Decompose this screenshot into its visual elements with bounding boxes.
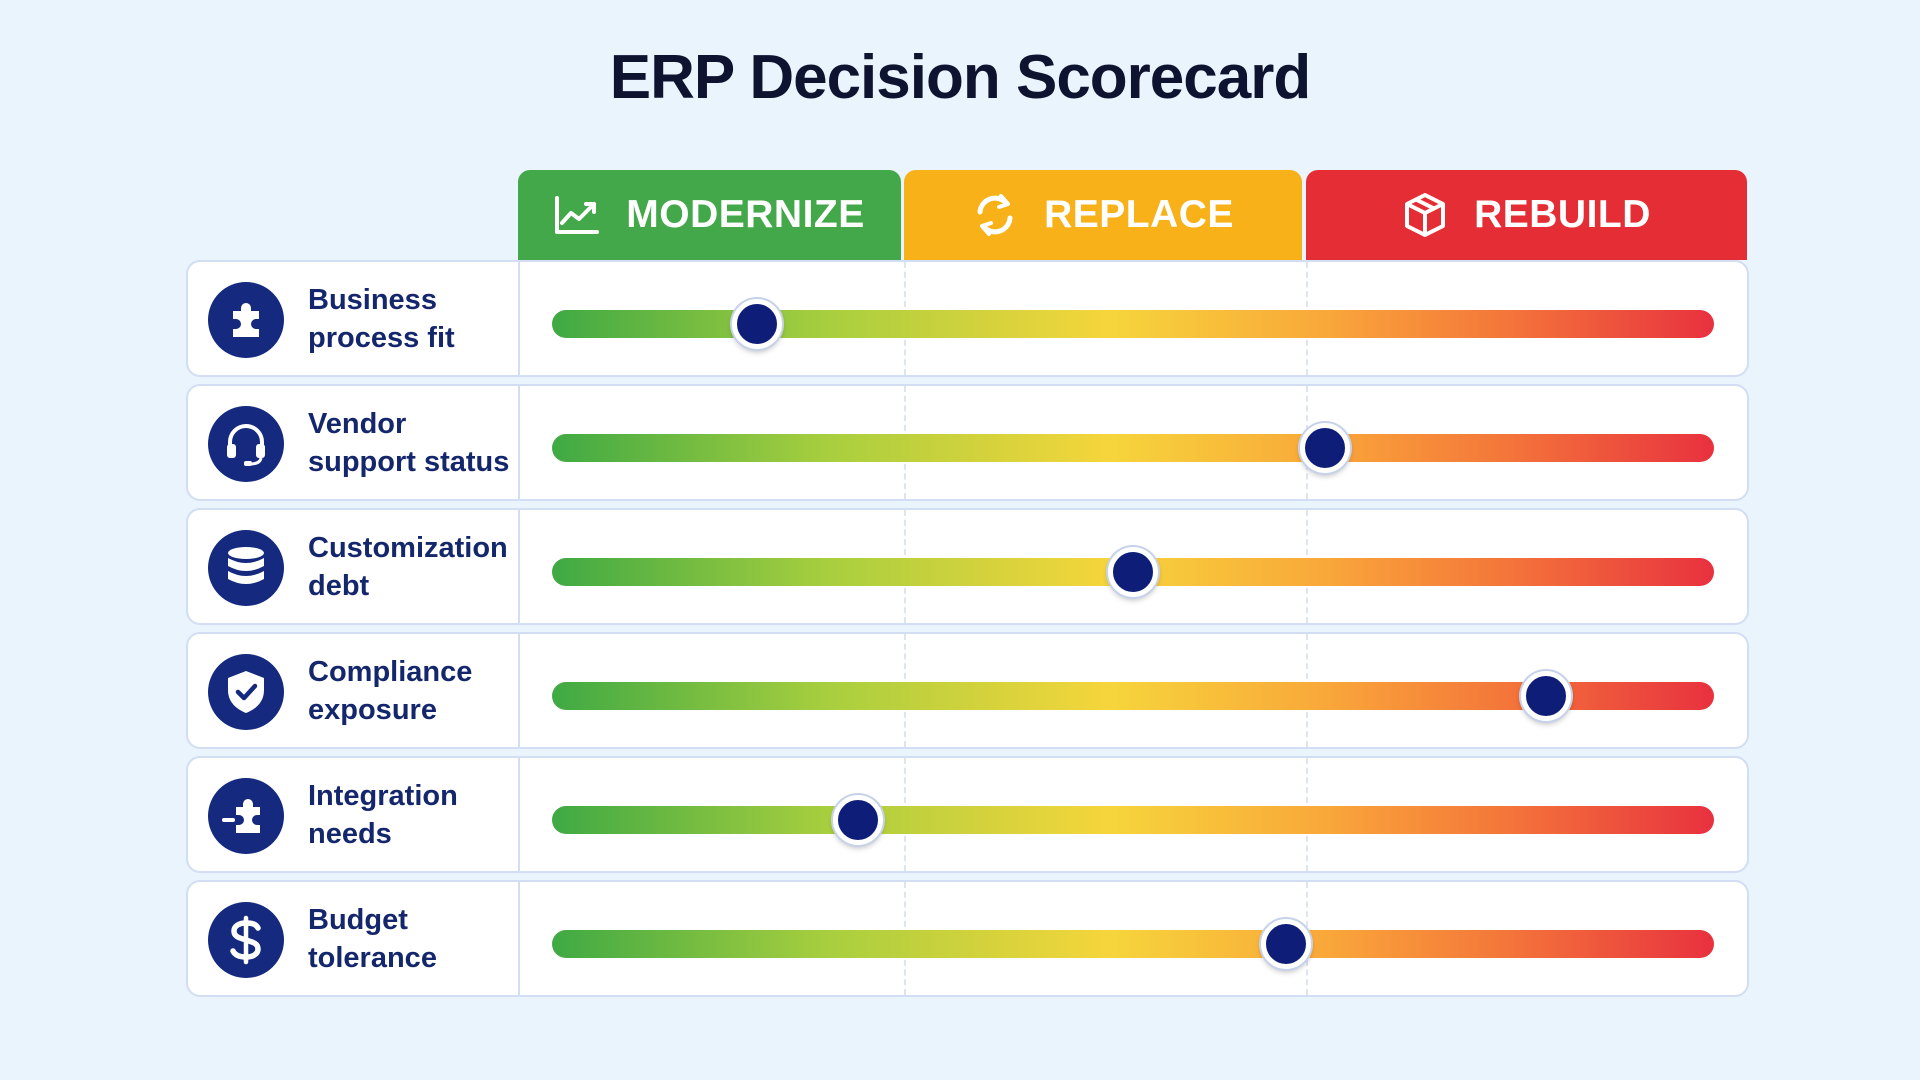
score-slider-handle[interactable] bbox=[1299, 423, 1350, 473]
trend-chart-icon bbox=[555, 196, 600, 234]
row-label: Compliance exposure bbox=[308, 655, 473, 726]
row-label-cell: Integration needs bbox=[188, 758, 520, 871]
row-label-cell: Compliance exposure bbox=[188, 634, 520, 747]
column-label: REPLACE bbox=[1044, 193, 1234, 236]
column-header-modernize: MODERNIZE bbox=[518, 170, 901, 260]
dollar-icon bbox=[208, 902, 284, 978]
score-slider-handle[interactable] bbox=[1261, 919, 1312, 969]
puzzle-icon bbox=[208, 282, 284, 358]
score-track bbox=[552, 310, 1714, 338]
scorecard-row-customization-debt: Customization debt bbox=[186, 508, 1749, 625]
row-label: Budget tolerance bbox=[308, 903, 437, 974]
score-slider-handle[interactable] bbox=[731, 299, 782, 349]
headset-icon bbox=[208, 406, 284, 482]
row-label-cell: Budget tolerance bbox=[188, 882, 520, 995]
cube-icon bbox=[1405, 193, 1446, 237]
puzzle-connect-icon bbox=[208, 778, 284, 854]
row-label: Integration needs bbox=[308, 779, 458, 850]
scorecard-row-vendor-support-status: Vendor support status bbox=[186, 384, 1749, 501]
row-label: Customization debt bbox=[308, 531, 508, 602]
scorecard-row-integration-needs: Integration needs bbox=[186, 756, 1749, 873]
refresh-icon bbox=[977, 194, 1013, 236]
row-label-cell: Customization debt bbox=[188, 510, 520, 623]
column-header-rebuild: REBUILD bbox=[1306, 170, 1747, 260]
row-label: Vendor support status bbox=[308, 407, 510, 478]
score-track bbox=[552, 806, 1714, 834]
shield-check-icon bbox=[208, 654, 284, 730]
score-slider-handle[interactable] bbox=[1108, 547, 1158, 597]
scorecard-row-compliance-exposure: Compliance exposure bbox=[186, 632, 1749, 749]
row-label-cell: Business process fit bbox=[188, 262, 520, 375]
row-label-cell: Vendor support status bbox=[188, 386, 520, 499]
row-label: Business process fit bbox=[308, 283, 455, 354]
column-header-replace: REPLACE bbox=[904, 170, 1302, 260]
column-label: REBUILD bbox=[1474, 193, 1651, 236]
database-icon bbox=[208, 530, 284, 606]
scorecard-row-budget-tolerance: Budget tolerance bbox=[186, 880, 1749, 997]
score-track bbox=[552, 682, 1714, 710]
column-label: MODERNIZE bbox=[626, 193, 865, 236]
scorecard-row-business-process-fit: Business process fit bbox=[186, 260, 1749, 377]
score-track bbox=[552, 434, 1714, 462]
score-slider-handle[interactable] bbox=[1520, 671, 1571, 721]
score-track bbox=[552, 930, 1714, 958]
score-slider-handle[interactable] bbox=[832, 795, 883, 845]
page-title: ERP Decision Scorecard bbox=[609, 43, 1312, 112]
